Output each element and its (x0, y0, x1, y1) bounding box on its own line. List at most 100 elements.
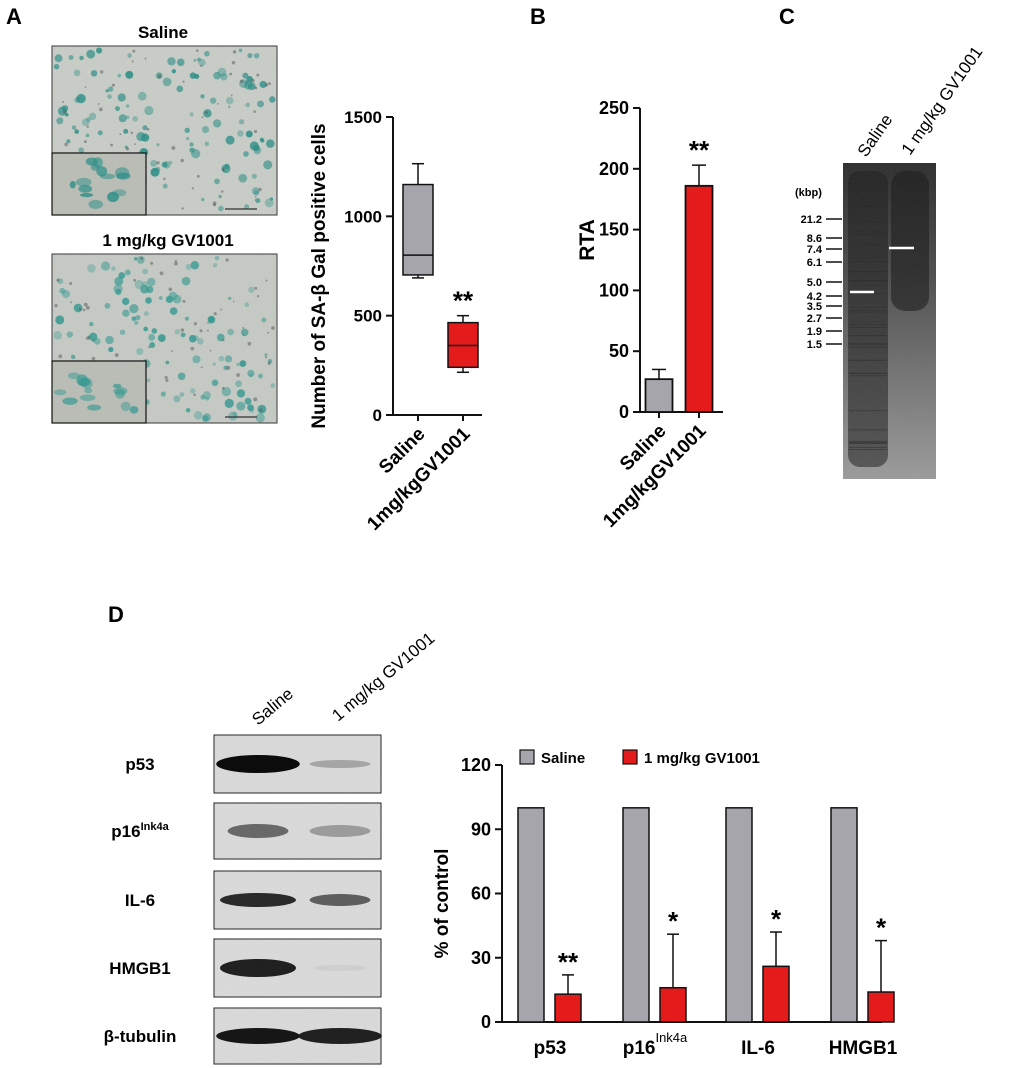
stained-cell (264, 353, 268, 357)
stained-cell (149, 342, 156, 348)
cell-dot (119, 133, 122, 136)
stained-cell (247, 53, 253, 59)
stained-cell (242, 72, 249, 79)
stained-cell (157, 334, 166, 342)
stained-cell (255, 198, 261, 204)
cell-dot (144, 57, 147, 60)
stained-cell (136, 256, 145, 264)
cell-dot (110, 143, 113, 147)
y-tick-label: 1000 (344, 207, 382, 226)
stained-cell (225, 135, 235, 145)
stained-cell (171, 69, 177, 74)
y-tick-label: 60 (471, 884, 491, 904)
stained-cell (194, 73, 200, 79)
bar (644, 378, 674, 413)
cell-dot (251, 78, 255, 83)
stained-cell (90, 70, 98, 77)
stained-cell (245, 102, 251, 108)
blot-band (309, 760, 371, 768)
cell-dot (92, 340, 95, 343)
gel-marker-label: 3.5 (807, 301, 822, 313)
cell-dot (134, 143, 136, 145)
stained-cell (236, 389, 246, 398)
y-tick-label: 120 (461, 755, 491, 775)
gel-marker-labels: 21.2 8.67.46.1 5.0 4.23.52.71.91.5 (801, 214, 842, 351)
stained-cell (266, 139, 275, 148)
y-tick-label: 90 (471, 819, 491, 839)
stained-cell (68, 54, 74, 61)
stained-cell (253, 190, 259, 196)
cell-dot (97, 103, 100, 105)
cell-dot (91, 356, 96, 361)
stained-cell (150, 159, 158, 167)
stained-cell (53, 63, 60, 70)
stained-cell (136, 347, 144, 356)
cell-dot (140, 256, 144, 260)
stained-cell (184, 127, 190, 134)
blot-label: p53 (125, 755, 154, 774)
stained-cell (61, 289, 71, 299)
inset-cell (96, 166, 108, 177)
stained-cell (95, 47, 103, 54)
stained-cell (137, 91, 147, 101)
cell-dot (230, 94, 233, 97)
gel-image (843, 163, 936, 479)
cell-dot (209, 349, 212, 352)
cell-dot (181, 207, 184, 210)
stained-cell (180, 332, 186, 338)
cell-dot (82, 308, 86, 312)
stained-cell (197, 57, 202, 62)
stained-cell (127, 53, 132, 58)
stained-cell (238, 173, 248, 183)
cell-dot (111, 83, 115, 87)
stained-cell (55, 315, 65, 325)
inset-cell (85, 157, 98, 166)
cell-dot (242, 333, 245, 336)
bar (684, 184, 714, 413)
blot-label: p16Ink4a (111, 821, 169, 841)
inset-cell (107, 191, 119, 203)
inset-cell (120, 401, 131, 412)
blot-band (216, 1028, 300, 1044)
stained-cell (244, 397, 252, 405)
stained-cell (184, 316, 189, 321)
inset-cell (116, 172, 131, 180)
stained-cell (165, 360, 170, 365)
stained-cell (185, 263, 192, 270)
cell-dot (254, 286, 258, 290)
cell-dot (171, 145, 176, 150)
stained-cell (104, 302, 111, 309)
legend: Saline 1 mg/kg GV1001 (519, 749, 760, 767)
y-tick-label: 0 (619, 402, 629, 422)
cell-dot (253, 397, 258, 402)
stained-cell (245, 130, 253, 138)
blot-label: IL-6 (125, 891, 155, 910)
bar (554, 993, 582, 1023)
cell-dot (84, 86, 87, 88)
stained-cell (113, 284, 123, 294)
gel-marker-label: 1.5 (807, 339, 822, 351)
western-blots: p53 p16Ink4a IL-6 HMGB1 β-tubulin (104, 734, 382, 1065)
stained-cell (257, 100, 265, 108)
stained-cell (86, 117, 91, 122)
stained-cell (85, 133, 90, 138)
cell-dot (206, 329, 209, 332)
stained-cell (227, 328, 234, 336)
stained-cell (211, 379, 219, 387)
blot-lane-label-2: 1 mg/kg GV1001 (328, 629, 438, 726)
stained-cell (251, 187, 260, 195)
stained-cell (217, 67, 227, 77)
stained-cell (174, 329, 181, 335)
stained-cell (129, 303, 139, 314)
stained-cell (144, 105, 154, 116)
cell-dot (254, 199, 257, 201)
stained-cell (237, 130, 244, 137)
stained-cell (97, 130, 103, 136)
stained-cell (248, 407, 255, 413)
x-tick-label: HMGB1 (829, 1038, 898, 1059)
stained-cell (269, 96, 276, 103)
stained-cell (65, 112, 69, 117)
cell-dot (164, 375, 168, 380)
cell-dot (220, 308, 223, 311)
